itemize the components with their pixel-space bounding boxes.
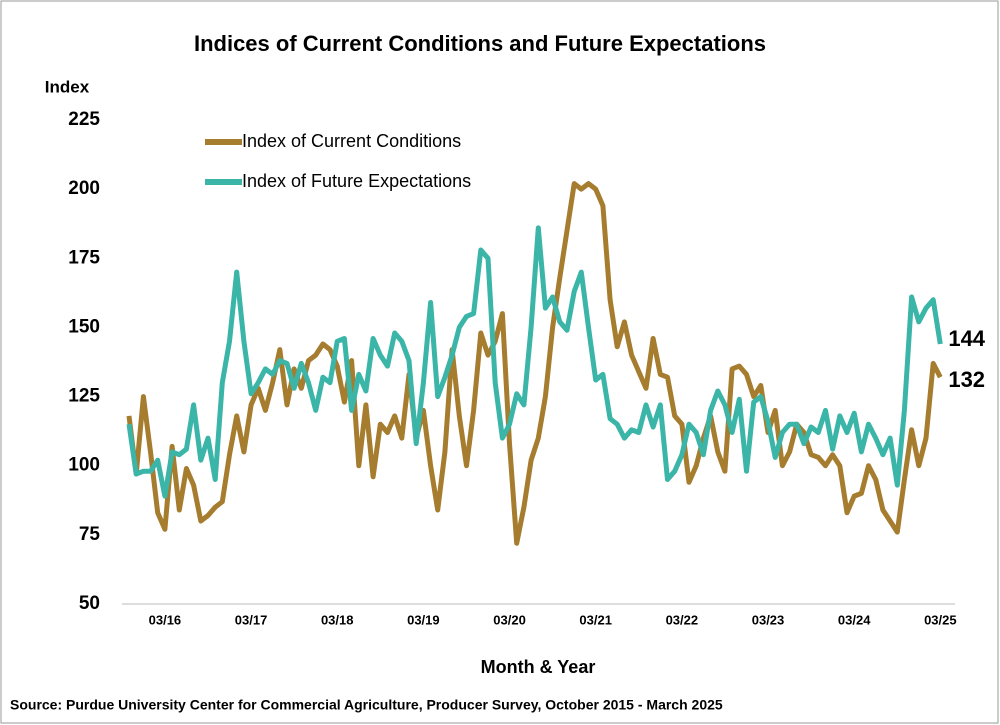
y-tick-label: 200 <box>68 178 100 199</box>
y-tick-label: 125 <box>68 386 100 407</box>
x-axis-label: Month & Year <box>481 657 596 677</box>
legend-label: Index of Future Expectations <box>242 171 471 191</box>
y-tick-label: 100 <box>68 455 100 476</box>
source: Source: Purdue University Center for Com… <box>10 697 723 713</box>
x-tick-label: 03/20 <box>493 612 526 627</box>
x-tick-label: 03/17 <box>235 612 268 627</box>
end-label: 132 <box>948 367 985 392</box>
y-tick-label: 75 <box>79 524 101 545</box>
x-tick-label: 03/25 <box>924 612 957 627</box>
x-tick-label: 03/18 <box>321 612 354 627</box>
y-tick-label: 50 <box>79 593 100 614</box>
x-tick-label: 03/24 <box>838 612 871 627</box>
end-label: 144 <box>948 326 985 351</box>
y-tick-label: 225 <box>68 109 100 130</box>
legend-label: Index of Current Conditions <box>242 131 461 151</box>
x-tick-label: 03/19 <box>407 612 440 627</box>
x-tick-label: 03/21 <box>579 612 612 627</box>
line-series <box>126 225 943 499</box>
chart-title: Indices of Current Conditions and Future… <box>194 31 766 56</box>
x-tick-label: 03/16 <box>149 612 182 627</box>
x-tick-label: 03/22 <box>666 612 699 627</box>
y-tick-label: 175 <box>68 247 100 268</box>
x-tick-label: 03/23 <box>752 612 785 627</box>
y-tick-label: 150 <box>68 316 100 337</box>
y-axis-label: Index <box>45 77 90 96</box>
